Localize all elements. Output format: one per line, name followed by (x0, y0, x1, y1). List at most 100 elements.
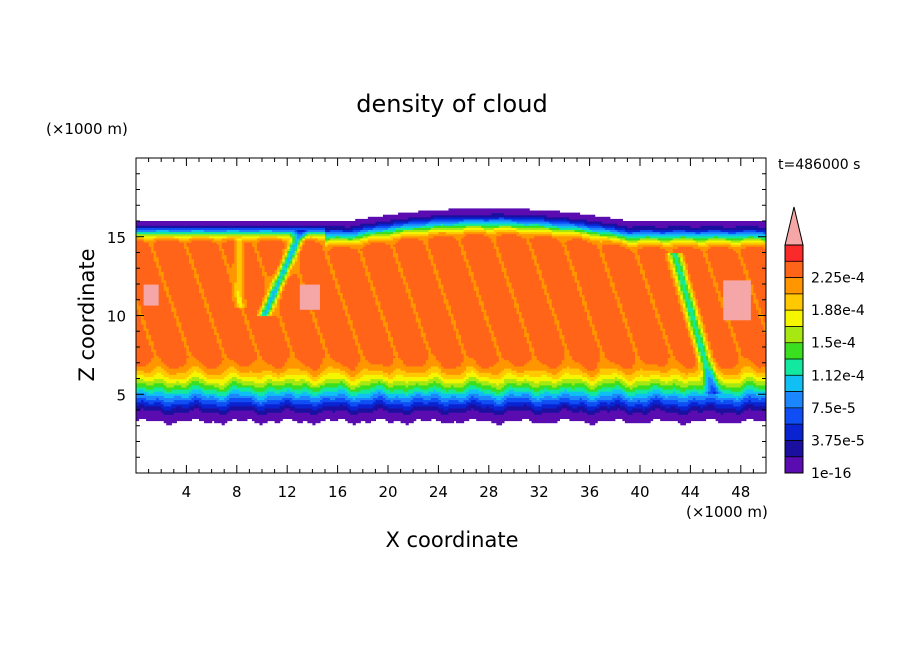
density-cell (622, 397, 631, 401)
density-cell (514, 292, 545, 296)
density-cell (587, 231, 598, 235)
density-cell (632, 334, 664, 338)
density-cell (262, 355, 291, 359)
density-cell (634, 403, 644, 407)
density-cell (289, 242, 293, 245)
density-cell (703, 340, 707, 344)
density-cell (750, 359, 766, 363)
density-cell (433, 376, 439, 380)
density-cell (393, 351, 399, 354)
density-cell (403, 389, 409, 392)
density-cell (282, 269, 286, 272)
density-cell (408, 216, 434, 220)
density-cell (158, 288, 165, 291)
density-cell (667, 263, 671, 266)
density-cell (463, 244, 495, 247)
density-cell (723, 376, 742, 380)
density-cell (569, 372, 588, 375)
density-cell (299, 292, 321, 296)
density-cell (529, 349, 535, 352)
density-cell (687, 372, 702, 375)
density-cell (350, 317, 382, 321)
density-cell (705, 355, 709, 359)
density-cell (294, 405, 324, 409)
density-cell (745, 389, 754, 392)
density-cell (675, 275, 679, 279)
density-cell (713, 284, 719, 287)
density-cell (410, 403, 445, 407)
density-cell (151, 250, 157, 254)
density-cell (395, 248, 427, 251)
density-cell (493, 399, 505, 403)
density-cell (587, 407, 596, 411)
density-cell (188, 344, 220, 348)
density-cell (501, 233, 518, 237)
density-cell (478, 374, 505, 377)
density-cell (420, 393, 432, 396)
density-cell (640, 267, 644, 270)
density-cell (705, 384, 709, 388)
density-cell (277, 294, 281, 298)
density-cell (637, 258, 641, 262)
density-cell (226, 393, 230, 396)
density-cell (241, 252, 245, 256)
density-cell (267, 292, 271, 296)
density-cell (514, 389, 535, 392)
density-cell (418, 321, 422, 325)
density-cell (231, 384, 238, 388)
density-cell (685, 305, 689, 308)
density-cell (403, 229, 429, 233)
density-cell (332, 263, 364, 266)
density-cell (748, 273, 766, 277)
density-cell (599, 368, 618, 371)
density-cell (708, 380, 714, 384)
density-cell (582, 300, 588, 304)
density-cell (241, 378, 268, 382)
density-cell (597, 376, 616, 380)
density-cell (476, 403, 495, 407)
density-cell (279, 260, 283, 264)
density-cell (758, 309, 762, 312)
density-cell (468, 397, 480, 401)
density-cell (476, 418, 523, 422)
density-cell (418, 311, 450, 314)
density-cell (511, 372, 553, 375)
density-cell (430, 393, 439, 396)
density-cell (244, 273, 263, 277)
density-cell (740, 347, 766, 350)
density-cell (715, 286, 719, 289)
density-cell (264, 311, 268, 314)
density-cell (582, 374, 591, 377)
density-cell (657, 309, 681, 312)
density-cell (503, 275, 510, 279)
density-cell (657, 321, 664, 325)
density-cell (718, 378, 722, 382)
density-cell (687, 330, 691, 333)
density-cell (451, 315, 455, 319)
density-cell (609, 284, 616, 287)
density-cell (314, 313, 346, 317)
density-cell (302, 248, 324, 251)
density-cell (680, 361, 697, 365)
density-cell (302, 382, 308, 386)
density-cell (672, 378, 679, 382)
density-cell (136, 380, 167, 384)
density-cell (609, 410, 626, 413)
density-cell (458, 342, 465, 346)
density-cell (262, 311, 266, 314)
density-cell (705, 338, 709, 342)
density-cell (624, 315, 656, 319)
density-cell (362, 242, 371, 245)
density-cell (692, 319, 697, 323)
y-unit-label: (×1000 m) (46, 120, 128, 138)
density-cell (289, 389, 313, 392)
density-cell (269, 284, 273, 287)
density-cell (687, 317, 691, 321)
density-cell (602, 256, 606, 260)
density-cell (410, 298, 414, 302)
density-cell (393, 252, 399, 256)
density-cell (682, 309, 686, 312)
density-cell (564, 349, 571, 352)
density-cell (219, 334, 250, 338)
density-cell (501, 258, 535, 262)
